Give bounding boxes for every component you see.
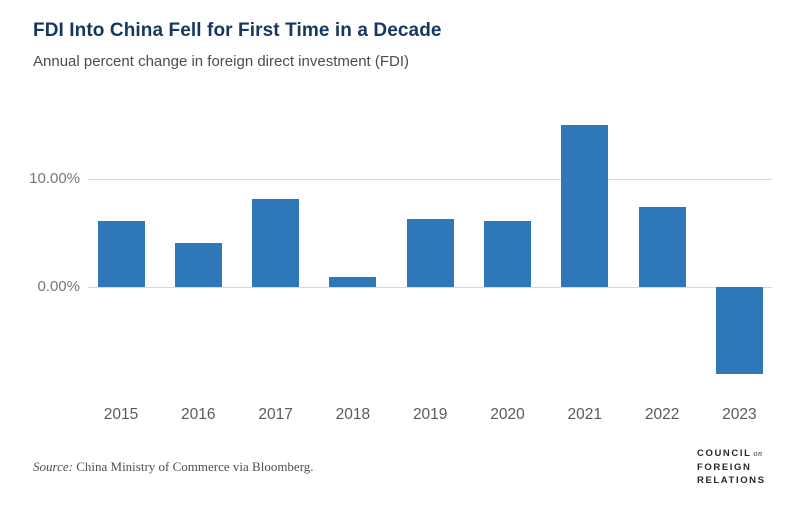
x-axis-tick-label-2016: 2016	[181, 406, 216, 423]
bar-2022	[638, 206, 686, 287]
source-label: Source:	[33, 459, 73, 474]
bar-2017	[252, 199, 300, 287]
bar-2020	[484, 220, 531, 287]
x-axis-tick-label-2021: 2021	[567, 406, 603, 423]
x-axis-tick-label-2023: 2023	[722, 406, 757, 423]
logo-line-2: FOREIGN	[697, 461, 752, 473]
source-text: China Ministry of Commerce via Bloomberg…	[72, 459, 314, 474]
x-axis-tick-label-2019: 2019	[412, 406, 448, 423]
x-axis-tick-label-2018: 2018	[335, 406, 371, 423]
x-axis-tick-label-2017: 2017	[258, 406, 293, 423]
logo-line-3: RELATIONS	[697, 475, 766, 486]
chart-title: FDI Into China Fell for First Time in a …	[33, 20, 442, 41]
x-axis-tick-label-2020: 2020	[490, 406, 525, 423]
logo-word-council: COUNCIL	[697, 448, 752, 459]
bar-2016	[174, 242, 222, 287]
gridline-0	[88, 287, 772, 288]
bar-2018	[329, 277, 377, 287]
y-axis-tick-label: 10.00%	[29, 169, 80, 187]
x-axis-tick-label-2015: 2015	[103, 406, 139, 423]
x-axis-tick-label-2022: 2022	[644, 406, 680, 423]
logo-line-1: COUNCIL on	[697, 447, 766, 461]
bar-2019	[406, 218, 454, 287]
logo-word-on: on	[753, 449, 763, 458]
source-note: Source: China Ministry of Commerce via B…	[33, 459, 314, 475]
bar-2015	[97, 220, 145, 287]
bar-2021	[561, 125, 609, 287]
y-axis-tick-label: 0.00%	[37, 278, 80, 295]
plot-area: 2015 2016 2017 2018 2019 2020 2021 2022 2023	[88, 100, 772, 430]
chart-subtitle: Annual percent change in foreign direct …	[33, 53, 410, 70]
bar-2023	[715, 287, 763, 374]
cfr-logo: COUNCIL on FOREIGN RELATIONS	[697, 447, 766, 488]
gridline-10	[88, 178, 772, 180]
